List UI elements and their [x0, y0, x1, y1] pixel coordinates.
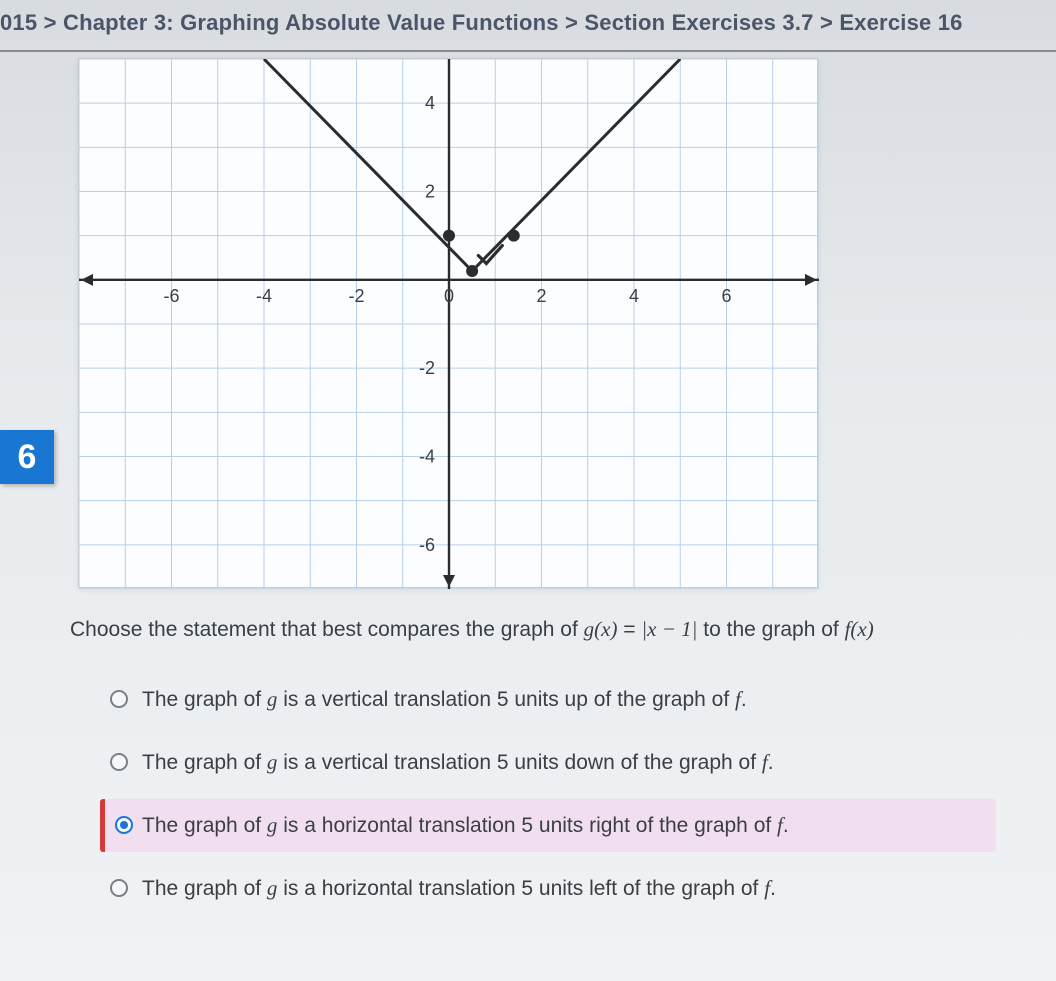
option-g: g [267, 813, 278, 837]
prompt-eq: = [623, 618, 641, 641]
svg-text:-4: -4 [256, 286, 272, 306]
answer-option-3[interactable]: The graph of g is a horizontal translati… [100, 862, 996, 915]
radio-icon[interactable] [115, 816, 133, 834]
option-text: The graph of [142, 814, 267, 837]
breadcrumb: 015 > Chapter 3: Graphing Absolute Value… [0, 0, 1056, 50]
option-text: . [770, 877, 776, 900]
prompt-g-lhs: g(x) [584, 617, 618, 641]
answer-options: The graph of g is a vertical translation… [100, 673, 996, 915]
option-text: . [768, 751, 774, 774]
header-divider [0, 50, 1056, 52]
option-text: . [783, 814, 789, 837]
option-g: g [267, 750, 278, 774]
prompt-g-rhs: |x − 1| [641, 617, 697, 641]
exercise-number: 6 [18, 438, 37, 477]
crumb-exercise[interactable]: Exercise 16 [839, 10, 962, 35]
svg-text:-2: -2 [348, 286, 364, 306]
prompt-mid: to the graph of [703, 618, 844, 641]
prompt-lead: Choose the statement that best compares … [70, 618, 584, 641]
option-text: is a vertical translation 5 units up of … [277, 688, 735, 711]
radio-icon[interactable] [110, 879, 128, 897]
svg-text:-6: -6 [163, 286, 179, 306]
svg-text:2: 2 [536, 286, 546, 306]
answer-option-2[interactable]: The graph of g is a horizontal translati… [100, 799, 996, 852]
crumb-sep: > [820, 10, 833, 35]
option-text: is a vertical translation 5 units down o… [277, 751, 761, 774]
svg-text:6: 6 [721, 286, 731, 306]
option-text: . [741, 688, 747, 711]
option-g: g [267, 876, 278, 900]
exercise-badge: 6 [0, 430, 54, 484]
svg-text:-4: -4 [419, 447, 435, 467]
option-text: The graph of [142, 877, 267, 900]
radio-icon[interactable] [110, 690, 128, 708]
radio-icon[interactable] [110, 753, 128, 771]
answer-option-0[interactable]: The graph of g is a vertical translation… [100, 673, 996, 726]
option-text: is a horizontal translation 5 units righ… [277, 814, 777, 837]
svg-text:-6: -6 [419, 535, 435, 555]
crumb-chapter[interactable]: Chapter 3: Graphing Absolute Value Funct… [63, 10, 559, 35]
svg-text:4: 4 [629, 286, 639, 306]
svg-text:0: 0 [444, 286, 454, 306]
option-text: The graph of [142, 688, 267, 711]
svg-text:2: 2 [425, 182, 435, 202]
answer-option-1[interactable]: The graph of g is a vertical translation… [100, 736, 996, 789]
crumb-sep: > [44, 10, 57, 35]
graph-svg: -6 -4 -2 0 2 4 6 2 4 -2 -4 -6 [79, 59, 819, 589]
option-text: The graph of [142, 751, 267, 774]
crumb-sep: > [565, 10, 578, 35]
option-text: is a horizontal translation 5 units left… [277, 877, 764, 900]
graph-panel: -6 -4 -2 0 2 4 6 2 4 -2 -4 -6 [78, 58, 818, 588]
crumb-course[interactable]: 015 [0, 10, 37, 35]
svg-text:4: 4 [425, 93, 435, 113]
question-prompt: Choose the statement that best compares … [70, 614, 996, 645]
option-g: g [267, 687, 278, 711]
crumb-section[interactable]: Section Exercises 3.7 [584, 10, 813, 35]
prompt-f: f(x) [845, 617, 874, 641]
svg-text:-2: -2 [419, 358, 435, 378]
